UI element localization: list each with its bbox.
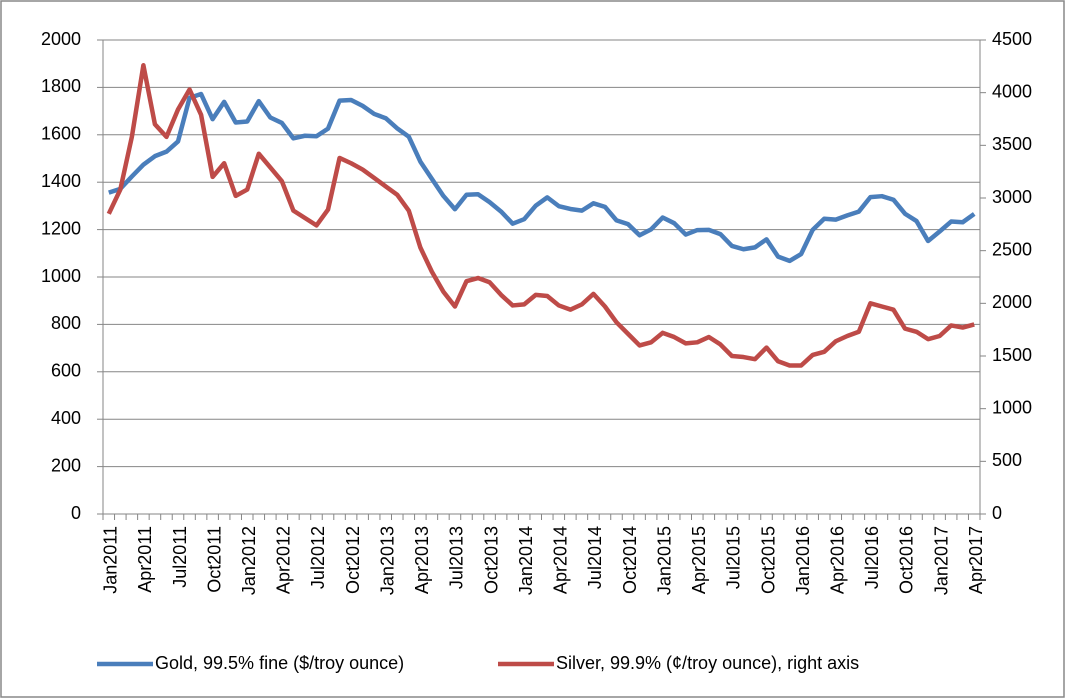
- x-tick-label: Jul2012: [308, 526, 328, 589]
- y-tick-label: 1000: [41, 266, 81, 286]
- x-tick-label: Oct2013: [481, 526, 501, 594]
- x-tick-label: Apr2015: [689, 526, 709, 594]
- x-tick-label: Oct2016: [897, 526, 917, 594]
- x-tick-label: Jul2014: [585, 526, 605, 589]
- x-tick-label: Jul2013: [447, 526, 467, 589]
- x-tick-label: Jul2011: [170, 526, 190, 588]
- x-tick-label: Apr2011: [135, 526, 155, 593]
- y-tick-label: 200: [51, 455, 81, 475]
- y-tick-label: 1400: [41, 171, 81, 191]
- y2-tick-label: 4000: [992, 81, 1032, 101]
- y-tick-label: 2000: [41, 29, 81, 49]
- x-tick-label: Apr2016: [828, 526, 848, 594]
- x-tick-label: Apr2012: [274, 526, 294, 594]
- series-line: [106, 63, 975, 368]
- y2-tick-label: 3500: [992, 134, 1032, 154]
- x-tick-label: Jul2015: [724, 526, 744, 589]
- x-tick-label: Oct2015: [758, 526, 778, 594]
- x-tick-label: Apr2013: [412, 526, 432, 594]
- x-tick-label: Jan2017: [931, 526, 951, 595]
- x-tick-label: Jan2012: [239, 526, 259, 595]
- legend-label: Gold, 99.5% fine ($/troy ounce): [155, 653, 404, 673]
- y2-tick-label: 1500: [992, 345, 1032, 365]
- y-tick-label: 1200: [41, 218, 81, 238]
- x-tick-label: Oct2012: [343, 526, 363, 594]
- y2-tick-label: 3000: [992, 187, 1032, 207]
- legend-label: Silver, 99.9% (¢/troy ounce), right axis: [556, 653, 859, 673]
- x-tick-label: Oct2014: [620, 526, 640, 594]
- x-tick-label: Jan2011: [101, 526, 121, 594]
- y2-tick-label: 2500: [992, 239, 1032, 259]
- y-tick-label: 1800: [41, 76, 81, 96]
- y2-tick-label: 2000: [992, 292, 1032, 312]
- x-tick-label: Oct2011: [204, 526, 224, 593]
- y-tick-label: 1600: [41, 124, 81, 144]
- x-tick-label: Jan2015: [654, 526, 674, 595]
- x-tick-label: Jul2016: [862, 526, 882, 589]
- y2-tick-label: 0: [992, 503, 1002, 523]
- y-tick-label: 800: [51, 313, 81, 333]
- y-tick-label: 400: [51, 408, 81, 428]
- x-tick-label: Jan2013: [377, 526, 397, 595]
- y2-tick-label: 1000: [992, 397, 1032, 417]
- y2-tick-label: 500: [992, 450, 1022, 470]
- y-tick-label: 0: [71, 503, 81, 523]
- y-tick-label: 600: [51, 361, 81, 381]
- x-tick-label: Jan2014: [516, 526, 536, 595]
- y2-tick-label: 4500: [992, 29, 1032, 49]
- series-line: [108, 91, 976, 264]
- x-tick-label: Apr2017: [966, 526, 986, 594]
- x-tick-label: Jan2016: [793, 526, 813, 595]
- x-tick-label: Apr2014: [551, 526, 571, 594]
